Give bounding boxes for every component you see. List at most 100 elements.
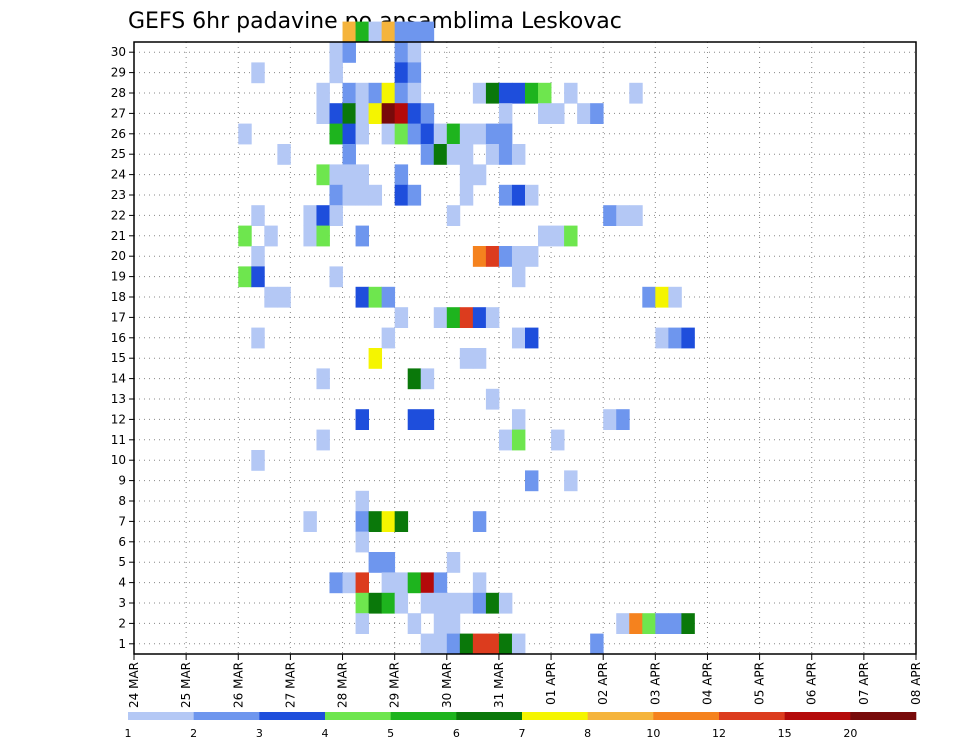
- data-cell: [329, 266, 343, 288]
- data-cell: [472, 572, 487, 594]
- data-cell: [407, 103, 422, 124]
- x-tick-label: 05 APR: [753, 662, 767, 705]
- data-cell: [316, 225, 330, 247]
- colorbar-segment: [456, 712, 523, 720]
- data-cell: [511, 409, 526, 430]
- data-cell: [355, 592, 369, 614]
- data-cell: [472, 82, 487, 104]
- data-cell: [355, 103, 369, 124]
- data-cell: [355, 490, 369, 512]
- x-tick-label: 27 MAR: [283, 662, 297, 708]
- data-cell: [498, 103, 513, 124]
- data-cell: [446, 307, 461, 328]
- data-cell: [564, 470, 578, 492]
- y-tick-label: 30: [111, 45, 126, 59]
- data-cell: [485, 633, 500, 655]
- y-tick-label: 8: [118, 494, 126, 508]
- colorbar-segment: [784, 712, 851, 720]
- colorbar-label: 15: [778, 727, 792, 740]
- colorbar-label: 4: [322, 727, 329, 740]
- data-cell: [342, 21, 356, 43]
- y-tick-label: 13: [111, 392, 126, 406]
- colorbar-segment: [193, 712, 260, 720]
- data-cell: [329, 164, 343, 186]
- data-cell: [446, 144, 461, 165]
- data-cell: [368, 552, 383, 573]
- data-cell: [616, 205, 630, 226]
- y-tick-label: 22: [111, 208, 126, 222]
- data-cell: [381, 103, 396, 124]
- data-cell: [420, 633, 435, 655]
- x-tick-label: 03 APR: [648, 662, 662, 705]
- data-cell: [407, 62, 422, 84]
- colorbar-label: 20: [843, 727, 857, 740]
- data-cell: [433, 123, 448, 145]
- data-cell: [472, 246, 487, 267]
- data-cell: [381, 286, 396, 308]
- data-cell: [511, 82, 526, 104]
- y-tick-label: 3: [118, 596, 126, 610]
- data-cell: [655, 286, 669, 308]
- data-cell: [342, 123, 356, 145]
- data-cell: [642, 286, 656, 308]
- data-cell: [394, 42, 409, 63]
- data-cell: [498, 123, 513, 145]
- data-cell: [277, 286, 291, 308]
- data-cell: [329, 42, 343, 63]
- data-cell: [433, 633, 448, 655]
- data-cell: [681, 613, 695, 634]
- data-cell: [368, 103, 383, 124]
- data-cell: [342, 572, 356, 594]
- data-cell: [498, 184, 513, 206]
- data-cell: [407, 613, 422, 634]
- data-cell: [329, 103, 343, 124]
- data-cell: [564, 225, 578, 247]
- data-cell: [590, 633, 604, 655]
- data-cell: [511, 327, 526, 349]
- data-cell: [459, 123, 474, 145]
- y-tick-label: 24: [111, 168, 126, 182]
- data-cell: [368, 184, 383, 206]
- data-cell: [420, 144, 435, 165]
- data-cell: [238, 123, 252, 145]
- data-cell: [498, 429, 513, 451]
- data-cell: [381, 82, 396, 104]
- data-cell: [251, 62, 265, 84]
- data-cell: [459, 307, 474, 328]
- data-cell: [355, 225, 369, 247]
- data-cell: [511, 184, 526, 206]
- y-tick-label: 20: [111, 249, 126, 263]
- data-cell: [498, 592, 513, 614]
- data-cell: [616, 613, 630, 634]
- data-cell: [420, 409, 435, 430]
- colorbar-label: 12: [712, 727, 726, 740]
- data-cell: [459, 184, 474, 206]
- colorbar-label: 2: [190, 727, 197, 740]
- data-cell: [485, 246, 500, 267]
- x-tick-label: 28 MAR: [336, 662, 350, 708]
- y-tick-label: 28: [111, 86, 126, 100]
- data-cell: [551, 225, 565, 247]
- data-cell: [407, 368, 422, 390]
- data-cell: [316, 205, 330, 226]
- data-cell: [459, 144, 474, 165]
- y-tick-label: 7: [118, 514, 126, 528]
- data-cell: [433, 613, 448, 634]
- data-cell: [316, 429, 330, 451]
- y-tick-label: 12: [111, 412, 126, 426]
- y-tick-label: 11: [111, 433, 126, 447]
- data-cell: [420, 572, 435, 594]
- data-cell: [459, 348, 474, 369]
- colorbar-label: 6: [453, 727, 460, 740]
- x-tick-label: 24 MAR: [127, 662, 141, 708]
- x-tick-label: 01 APR: [544, 662, 558, 705]
- colorbar-segment: [719, 712, 785, 720]
- y-tick-label: 15: [111, 351, 126, 365]
- data-cell: [459, 633, 474, 655]
- data-cell: [472, 511, 487, 532]
- data-cell: [629, 613, 643, 634]
- data-cell: [381, 21, 396, 43]
- data-cell: [655, 613, 669, 634]
- data-cell: [551, 103, 565, 124]
